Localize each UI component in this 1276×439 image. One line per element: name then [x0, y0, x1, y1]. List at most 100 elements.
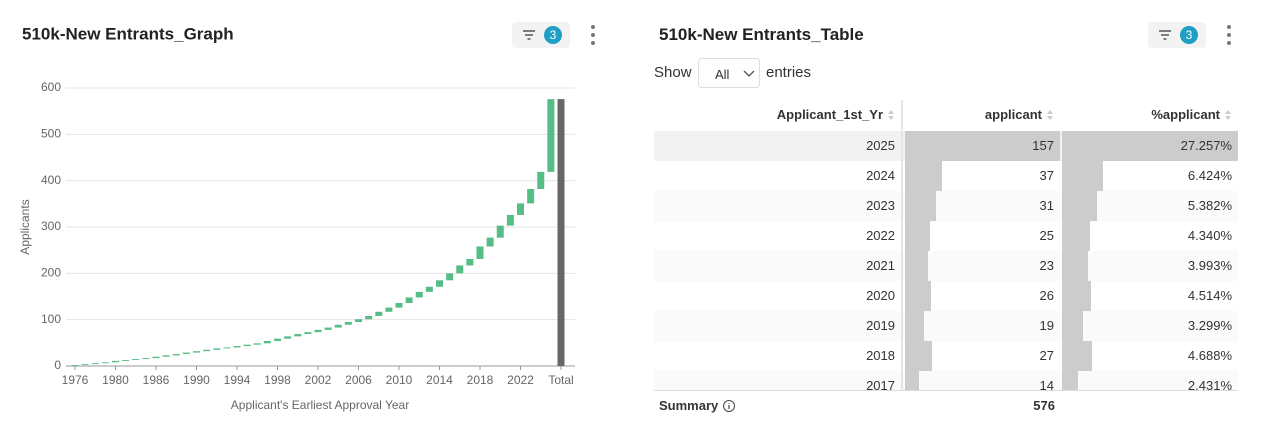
bar: [91, 363, 99, 365]
bar: [537, 171, 545, 190]
cell-text: 2019: [866, 318, 895, 333]
bar: [517, 203, 524, 215]
bar: [324, 327, 332, 330]
x-axis-label: Applicant's Earliest Approval Year: [231, 398, 409, 412]
cell-text: 4.340%: [1187, 228, 1232, 243]
table-row: 2020 26 4.514%: [654, 281, 1238, 312]
x-tick-label: Total: [548, 373, 573, 387]
cell-text: 4.514%: [1187, 288, 1232, 303]
cell-bar: [1062, 371, 1078, 390]
cell-bar: [1062, 221, 1091, 251]
kebab-menu[interactable]: [591, 25, 595, 45]
cell-text: 4.688%: [1187, 348, 1232, 363]
cell-bar: [1062, 251, 1088, 281]
x-tick-label: 2002: [305, 373, 332, 387]
cell-bar: [905, 161, 942, 191]
table-cell: 2019: [654, 311, 903, 341]
cell-bar: [905, 281, 931, 311]
table-cell: 2023: [654, 191, 903, 221]
summary-label: Summary: [659, 398, 719, 413]
bar: [243, 344, 251, 347]
cell-text: 26: [1039, 288, 1054, 303]
table-cell: 27: [905, 341, 1060, 371]
cell-bar: [1062, 161, 1104, 191]
bar: [415, 291, 423, 298]
chevron: [743, 70, 755, 77]
table-cell: 27.257%: [1062, 131, 1238, 161]
cell-bar: [1062, 311, 1084, 341]
cell-text: 2024: [866, 168, 895, 183]
cell-text: 3.299%: [1187, 318, 1232, 333]
bar: [506, 214, 514, 226]
y-tick-label: 300: [41, 219, 61, 233]
filter-icon: [523, 30, 535, 40]
cell-bar: [905, 311, 924, 341]
table-row: 2017 14 2.431%: [654, 371, 1238, 390]
cell-text: 6.424%: [1187, 168, 1232, 183]
bar: [152, 356, 160, 359]
bar: [527, 189, 535, 204]
x-tick-label: 2022: [507, 373, 534, 387]
table-row: 2025 157 27.257%: [654, 131, 1238, 162]
y-tick-label: 500: [41, 127, 61, 141]
x-tick-label: 1986: [143, 373, 170, 387]
bar: [425, 286, 433, 292]
bar: [344, 321, 352, 325]
y-axis-label: Applicants: [18, 199, 32, 254]
table-row: 2018 27 4.688%: [654, 341, 1238, 372]
cell-text: 19: [1039, 318, 1054, 333]
filter-button[interactable]: 3: [512, 22, 570, 48]
entries-label: entries: [766, 64, 812, 81]
filter-badge: 3: [544, 26, 562, 44]
table-cell: 2017: [654, 371, 903, 390]
bar: [223, 347, 231, 349]
table-row: 2021 23 3.993%: [654, 251, 1238, 282]
bar: [172, 353, 180, 356]
table-cell: 2025: [654, 131, 903, 161]
bar: [547, 99, 555, 172]
bar: [122, 359, 130, 361]
table-cell: 2018: [654, 341, 903, 371]
bar: [405, 297, 413, 303]
kebab-menu[interactable]: [1223, 20, 1235, 50]
table-cell: 2024: [654, 161, 903, 191]
table-body: 2025 157 27.257% 2024 37 6.424% 2023 31 5.382% 20…: [654, 131, 1238, 390]
chart: 510k-New Entrants_Graph Applicants Appli…: [18, 24, 595, 412]
divider: [654, 390, 1238, 391]
cell-bar: [905, 251, 928, 281]
table-header: Applicant_1st_Yr applicant %applicant: [654, 100, 1238, 132]
info-icon[interactable]: [722, 399, 736, 413]
column-header[interactable]: applicant: [905, 100, 1060, 130]
total-bar: [557, 99, 565, 367]
bar: [395, 302, 403, 308]
table-row: 2019 19 3.299%: [654, 311, 1238, 342]
y-tick-label: 100: [41, 312, 61, 326]
bar: [456, 265, 464, 274]
filter-badge: 3: [1180, 26, 1198, 44]
summary-total: 576: [1033, 398, 1055, 413]
table-cell: 26: [905, 281, 1060, 311]
cell-text: 31: [1039, 198, 1054, 213]
table-cell: 6.424%: [1062, 161, 1238, 191]
cell-bar: [905, 191, 936, 221]
bar: [253, 343, 261, 345]
y-tick-label: 600: [41, 80, 61, 94]
page-size-select[interactable]: All: [698, 58, 760, 88]
bar: [213, 348, 221, 350]
x-tick-label: 1990: [183, 373, 210, 387]
x-tick-label: 2018: [467, 373, 494, 387]
table-cell: 3.299%: [1062, 311, 1238, 341]
column-header[interactable]: %applicant: [1062, 100, 1238, 130]
column-header[interactable]: Applicant_1st_Yr: [654, 100, 903, 130]
cell-text: 25: [1039, 228, 1054, 243]
table-cell: 2.431%: [1062, 371, 1238, 390]
x-tick-label: 1998: [264, 373, 291, 387]
bar: [263, 340, 271, 344]
y-tick-label: 0: [54, 358, 61, 372]
bar: [182, 352, 190, 354]
filter-button[interactable]: 3: [1148, 22, 1206, 48]
table-cell: 37: [905, 161, 1060, 191]
bar: [142, 358, 150, 360]
bar: [304, 332, 312, 335]
